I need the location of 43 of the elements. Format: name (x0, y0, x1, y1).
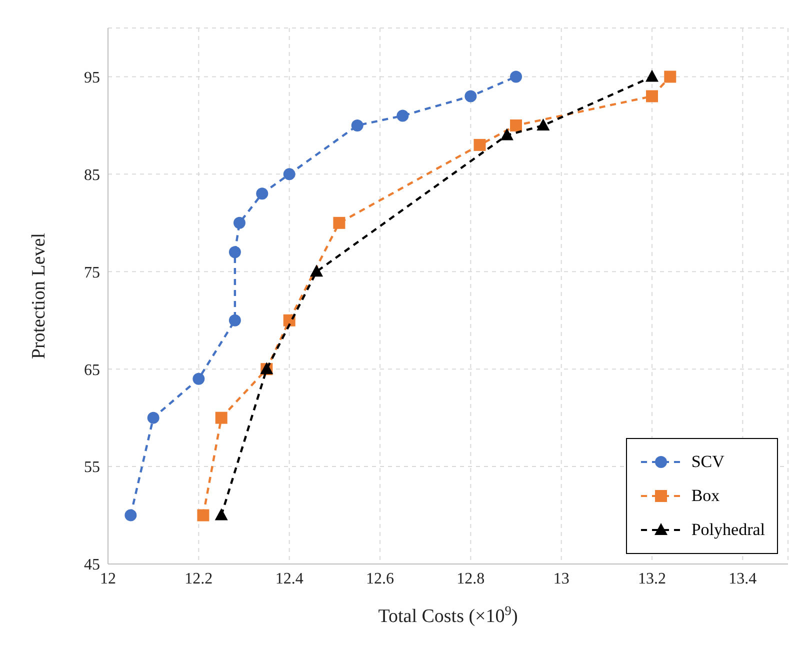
point (510, 119, 522, 132)
x-tick-label: 12.8 (456, 570, 485, 588)
point (396, 110, 409, 122)
point (215, 412, 228, 424)
point (664, 70, 676, 83)
legend-label: Box (691, 486, 720, 506)
x-tick-label: 12.4 (275, 570, 304, 588)
x-tick-label: 13 (553, 570, 570, 588)
point (147, 412, 160, 424)
y-tick-label: 95 (84, 69, 100, 86)
point (646, 70, 658, 82)
point (214, 508, 228, 520)
legend-label: Polyhedral (691, 520, 765, 540)
point (192, 372, 205, 385)
point (228, 314, 241, 326)
y-tick-label: 65 (84, 362, 100, 379)
point (310, 264, 324, 277)
point (351, 119, 364, 132)
y-tick-label: 55 (84, 459, 100, 476)
point (646, 90, 658, 102)
point (510, 70, 522, 83)
point (333, 216, 346, 229)
y-tick-label: 85 (84, 166, 100, 184)
point (464, 90, 477, 102)
point (124, 509, 137, 522)
point (283, 168, 296, 180)
point (197, 509, 210, 522)
x-tick-label: 12 (100, 570, 116, 588)
y-axis-title: Protection Level (28, 232, 50, 360)
y-tick-label: 45 (84, 556, 100, 574)
point (536, 118, 550, 130)
x-axis-title: Total Costs (×10$^{9}$) (378, 602, 518, 627)
point (228, 246, 241, 258)
x-tick-label: 12.2 (184, 570, 213, 588)
x-tick-label: 13.2 (638, 570, 666, 588)
point (500, 128, 514, 140)
legend-label: SCV (691, 452, 724, 472)
point (256, 188, 268, 200)
point (233, 216, 246, 229)
y-tick-label: 75 (84, 264, 100, 282)
point (474, 138, 486, 151)
x-tick-label: 13.4 (728, 570, 757, 588)
x-tick-label: 12.6 (366, 570, 394, 588)
